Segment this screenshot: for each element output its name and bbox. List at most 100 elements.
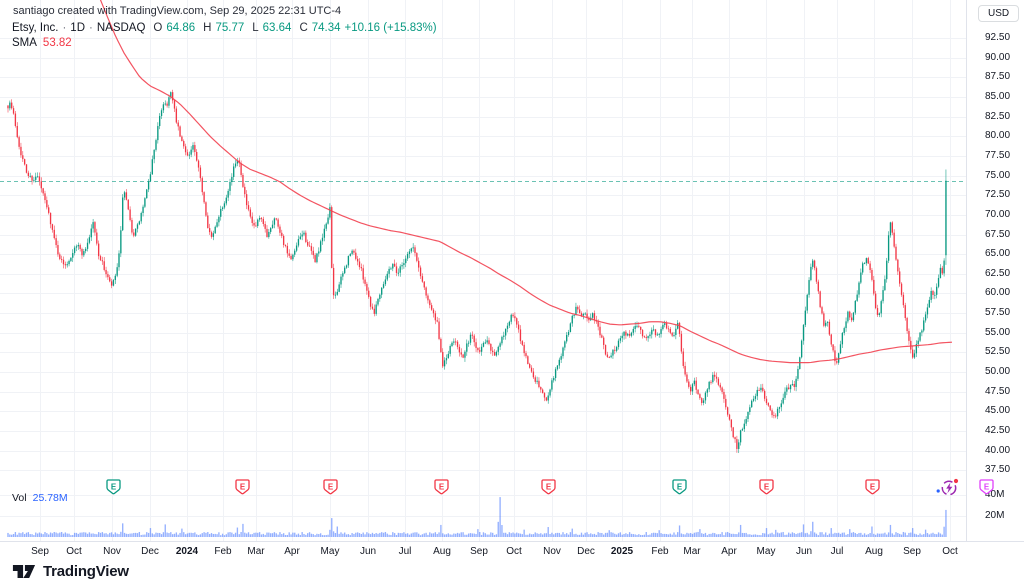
volume-label[interactable]: Vol	[12, 492, 27, 504]
svg-text:E: E	[110, 483, 116, 492]
price-axis-label: 45.00	[985, 405, 1011, 417]
time-axis-label: May	[320, 546, 340, 557]
price-axis-label: 80.00	[985, 130, 1011, 142]
price-axis-label: 87.50	[985, 71, 1011, 83]
time-axis-label: Mar	[683, 546, 701, 557]
svg-text:E: E	[869, 483, 875, 492]
events-lightning-icon[interactable]	[936, 477, 960, 504]
price-axis-label: 77.50	[985, 149, 1011, 161]
time-axis-label: Feb	[651, 546, 669, 557]
price-axis-label: 40.00	[985, 444, 1011, 456]
price-axis-label: 57.50	[985, 307, 1011, 319]
price-axis-label: 62.50	[985, 267, 1011, 279]
low-label: L	[252, 22, 259, 34]
svg-text:E: E	[327, 483, 333, 492]
upcoming-earnings-axis-icon[interactable]: E	[979, 479, 994, 500]
legend-separator: ·	[62, 22, 67, 34]
time-axis-label: 2025	[610, 546, 634, 557]
open-label: O	[153, 22, 163, 34]
time-axis-label: Aug	[865, 546, 883, 557]
svg-text:E: E	[676, 483, 682, 492]
time-axis-label: Aug	[433, 546, 451, 557]
price-axis-label: 52.50	[985, 346, 1011, 358]
price-axis-label: 47.50	[985, 385, 1011, 397]
change-value: +10.16 (+15.83%)	[344, 22, 437, 34]
volume-axis-label: 20M	[985, 510, 1005, 521]
time-axis-label: Oct	[942, 546, 958, 557]
time-axis-label: Jul	[830, 546, 844, 557]
time-axis-label: Jun	[795, 546, 813, 557]
price-axis-label: 92.50	[985, 32, 1011, 43]
price-axis-label: 72.50	[985, 189, 1011, 201]
price-axis-label: 50.00	[985, 366, 1011, 378]
low-value: 63.64	[262, 22, 292, 34]
time-axis-label: Sep	[903, 546, 921, 557]
svg-text:E: E	[763, 483, 769, 492]
time-axis-label: Oct	[506, 546, 522, 557]
time-axis-label: Apr	[284, 546, 300, 557]
svg-text:E: E	[545, 483, 551, 492]
tradingview-logo-icon	[12, 565, 36, 578]
tradingview-branding[interactable]: TradingView	[12, 563, 129, 580]
time-axis-label: Mar	[247, 546, 265, 557]
exchange-label: NASDAQ	[96, 22, 146, 34]
earnings-e-badge-icon[interactable]: E	[540, 479, 556, 495]
price-axis-label: 90.00	[985, 51, 1011, 63]
price-axis-label: 70.00	[985, 208, 1011, 220]
time-axis-label: Nov	[543, 546, 561, 557]
sma-value: 53.82	[42, 37, 72, 49]
time-axis-label: Apr	[721, 546, 737, 557]
price-axis-label: 65.00	[985, 248, 1011, 260]
currency-button[interactable]: USD	[978, 5, 1020, 22]
earnings-e-badge-icon[interactable]: E	[671, 479, 687, 495]
time-axis-label: Jul	[398, 546, 412, 557]
high-label: H	[203, 22, 212, 34]
price-axis-label: 37.50	[985, 464, 1011, 476]
earnings-e-badge-icon[interactable]: E	[864, 479, 880, 495]
close-value: 74.34	[311, 22, 341, 34]
price-axis[interactable]: 92.50 90.00 87.50 85.00 82.50 80.00 77.50 75.00…	[968, 0, 1024, 541]
tradingview-logo-text: TradingView	[43, 563, 129, 580]
symbol-legend: Etsy, Inc. · 1D · NASDAQ O 64.86 H 75.77…	[12, 22, 437, 34]
time-axis-label: Dec	[141, 546, 159, 557]
legend-separator: ·	[89, 22, 93, 34]
volume-axis-label: 40M	[985, 489, 1005, 500]
time-axis-label: Feb	[214, 546, 232, 557]
earnings-e-badge-icon[interactable]: E	[758, 479, 774, 495]
open-value: 64.86	[166, 22, 196, 34]
time-axis-label: Jun	[359, 546, 377, 557]
sma-legend: SMA 53.82	[12, 37, 72, 49]
symbol-name[interactable]: Etsy, Inc.	[12, 22, 59, 34]
sma-label[interactable]: SMA	[12, 37, 37, 49]
time-axis-label: Sep	[31, 546, 49, 557]
price-axis-label: 82.50	[985, 110, 1011, 122]
price-axis-label: 75.00	[985, 169, 1011, 181]
volume-value: 25.78M	[32, 492, 68, 504]
time-axis-label: 2024	[175, 546, 199, 557]
svg-text:E: E	[438, 483, 444, 492]
svg-text:E: E	[239, 483, 245, 492]
time-axis-label: Sep	[470, 546, 488, 557]
earnings-e-badge-icon[interactable]: E	[322, 479, 338, 495]
close-label: C	[299, 22, 308, 34]
earnings-e-badge-icon[interactable]: E	[234, 479, 250, 495]
high-value: 75.77	[215, 22, 245, 34]
timeframe-label[interactable]: 1D	[70, 22, 85, 34]
earnings-e-badge-icon[interactable]: E	[433, 479, 449, 495]
price-axis-label: 67.50	[985, 228, 1011, 240]
volume-legend: Vol 25.78M	[12, 492, 68, 504]
price-axis-label: 85.00	[985, 90, 1011, 102]
time-axis-label: Dec	[577, 546, 595, 557]
time-axis-label: Oct	[66, 546, 82, 557]
price-axis-label: 60.00	[985, 287, 1011, 299]
snapshot-attribution: santiago created with TradingView.com, S…	[13, 5, 342, 17]
price-axis-label: 42.50	[985, 425, 1011, 436]
time-axis[interactable]: Sep Oct Nov Dec 2024 Feb Mar Apr May Jun Jul Aug Sep…	[0, 542, 1024, 562]
earnings-e-badge-icon[interactable]: E	[105, 479, 121, 495]
price-axis-label: 55.00	[985, 326, 1011, 338]
svg-text:E: E	[984, 483, 990, 492]
time-axis-label: May	[756, 546, 776, 557]
time-axis-label: Nov	[103, 546, 121, 557]
